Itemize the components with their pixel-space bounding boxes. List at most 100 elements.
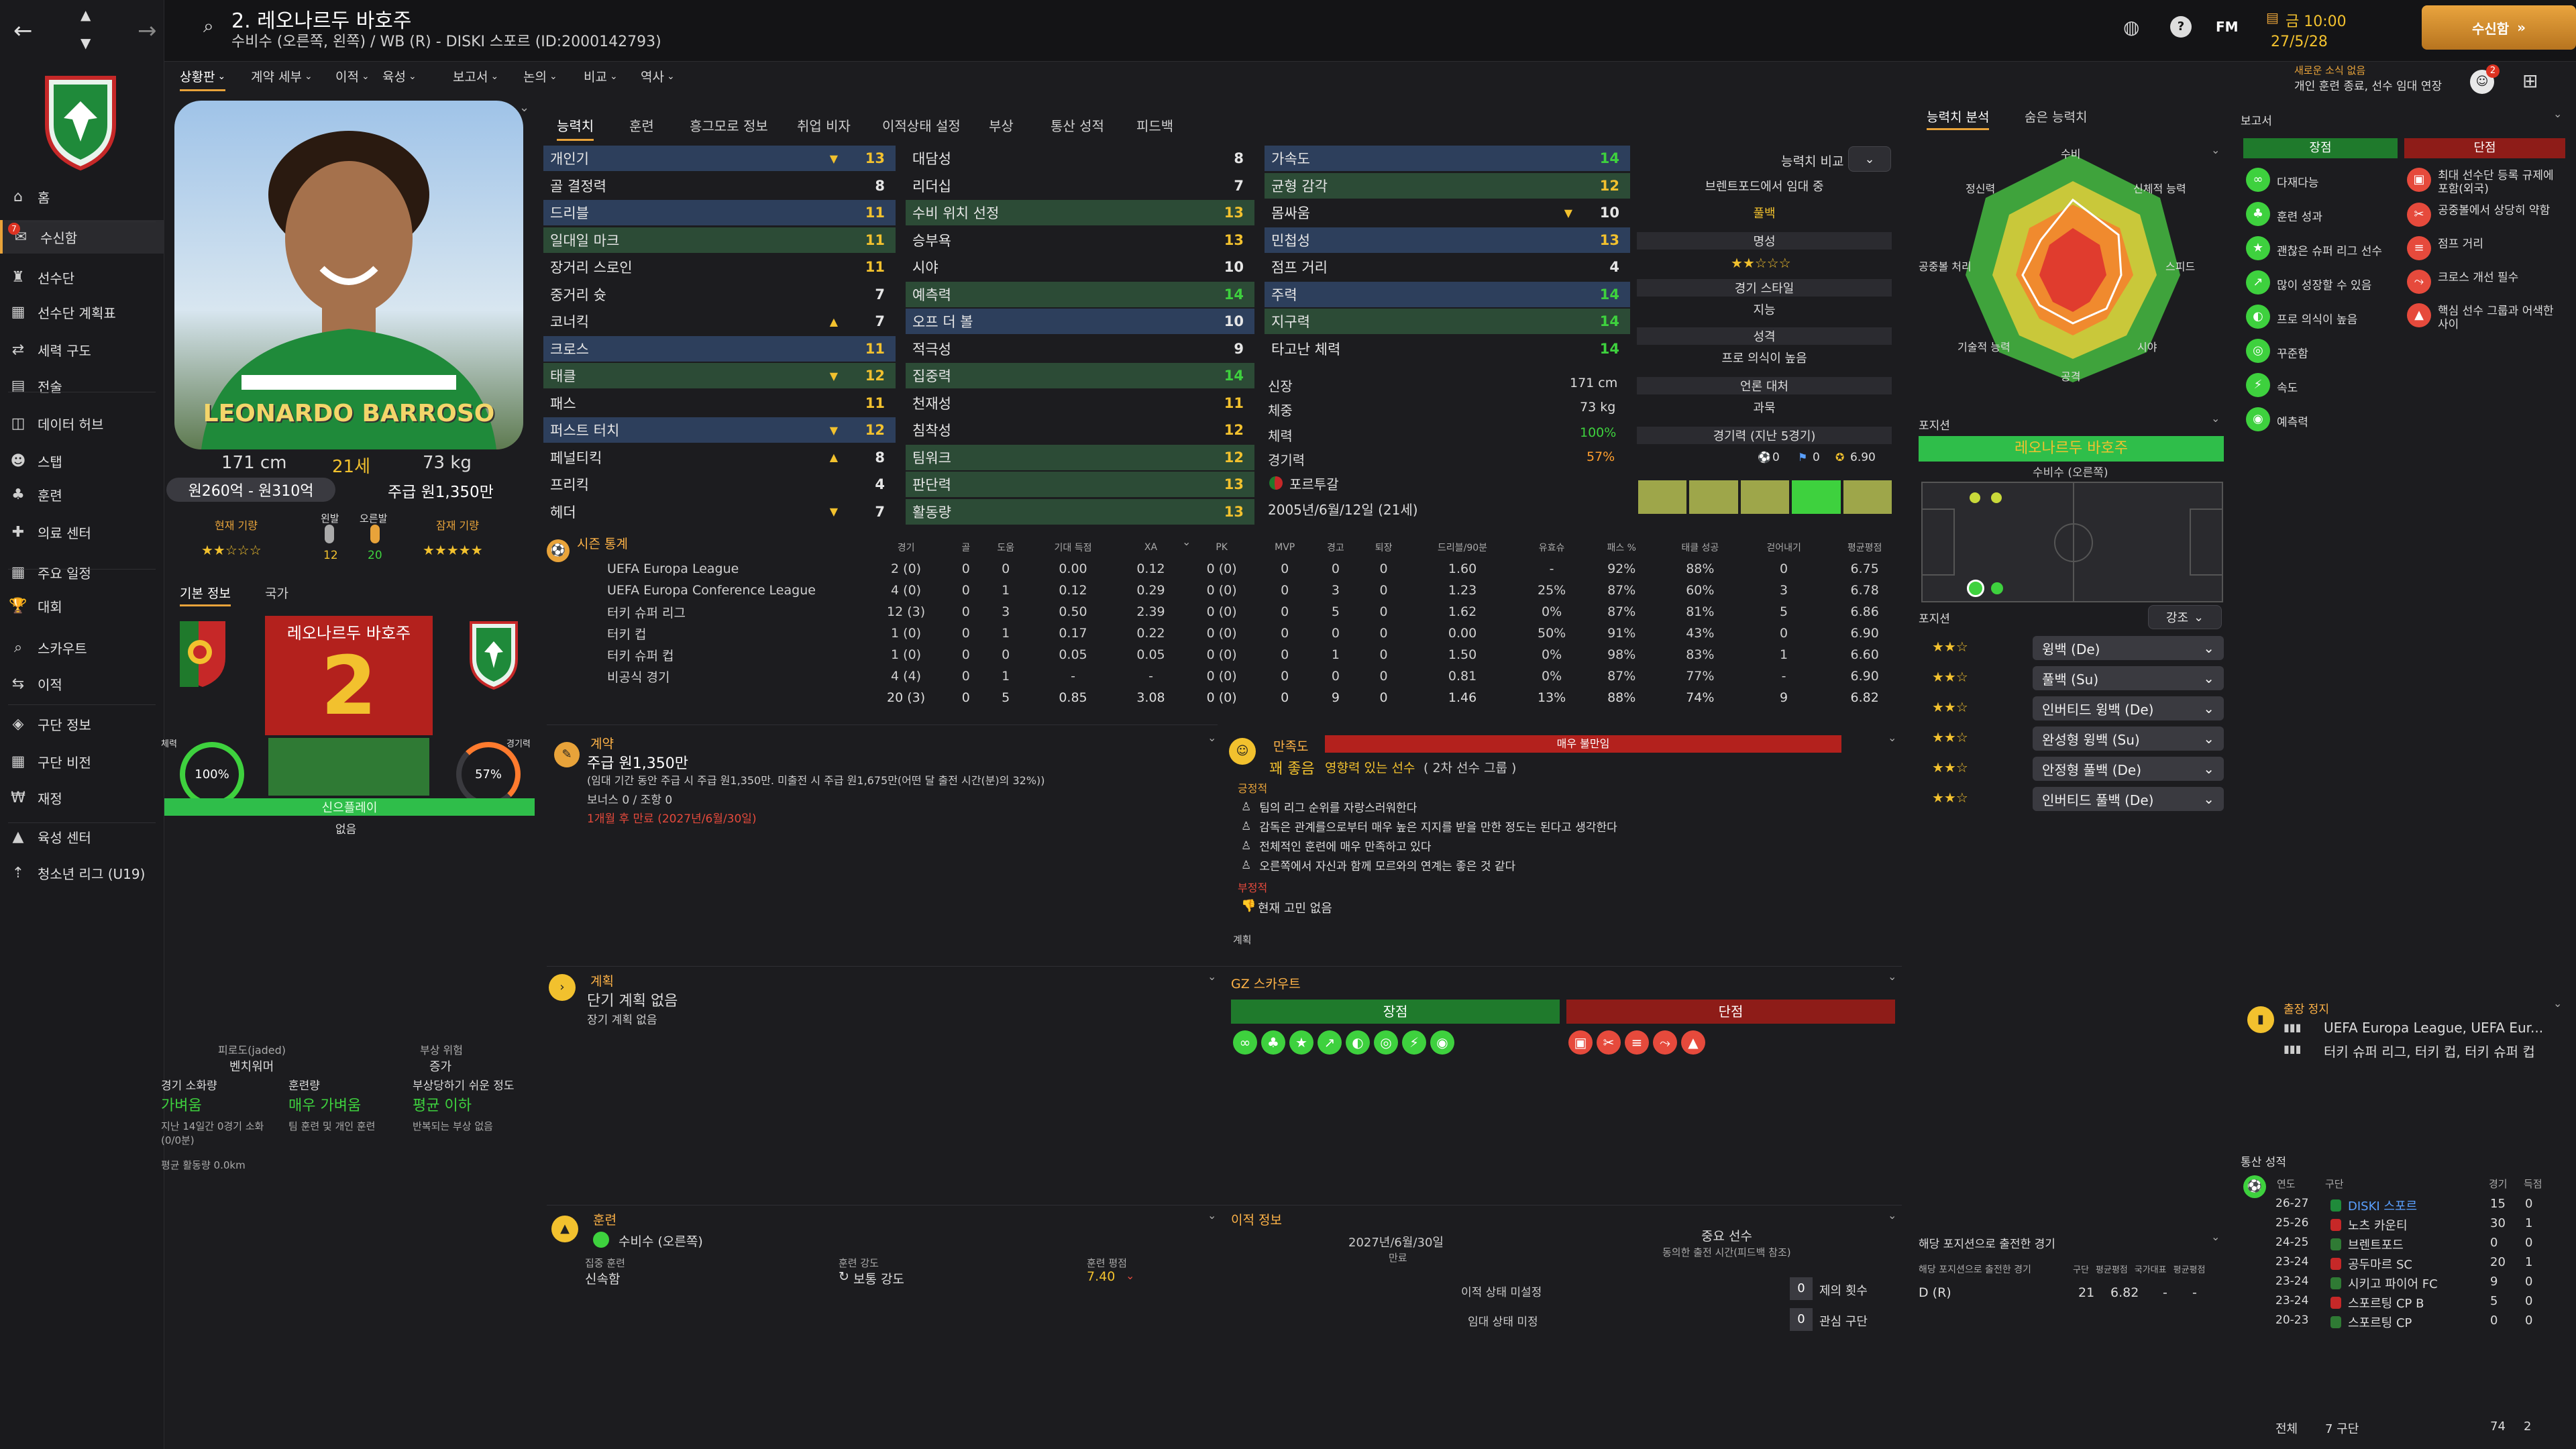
- report-collapse-icon[interactable]: ⌄: [2553, 107, 2563, 120]
- forward-icon[interactable]: →: [138, 17, 157, 44]
- form-bar[interactable]: [1689, 480, 1738, 514]
- stats-col-header[interactable]: 유효슈: [1538, 543, 1565, 553]
- form-bar[interactable]: [1843, 480, 1892, 514]
- search-icon[interactable]: ⌕: [203, 15, 214, 37]
- attribute-row[interactable]: 드리블 11: [543, 200, 896, 225]
- sidebar-item-15[interactable]: ▦ 구단 비전: [0, 745, 164, 778]
- attribute-row[interactable]: 민첩성 13: [1265, 227, 1630, 253]
- continue-button[interactable]: 수신함 »: [2422, 5, 2576, 50]
- role-dropdown[interactable]: 안정형 풀백 (De) ⌄: [2033, 757, 2224, 781]
- jumping-icon[interactable]: ≡: [1625, 1030, 1649, 1055]
- attribute-row[interactable]: 헤더 ▼ 7: [543, 499, 896, 525]
- sidebar-item-3[interactable]: ▦ 선수단 계획표: [0, 295, 164, 329]
- scout-collapse-icon[interactable]: ⌄: [1888, 970, 1897, 983]
- speed-icon[interactable]: ⚡: [1402, 1030, 1426, 1055]
- tab-0[interactable]: 상황판 ⌄: [180, 67, 226, 91]
- tab-attr-analysis[interactable]: 능력치 분석: [1927, 107, 1990, 130]
- subtab-2[interactable]: 흥그모로 정보: [690, 118, 768, 134]
- transfer-header[interactable]: 이적 정보: [1231, 1213, 1282, 1228]
- registration-icon[interactable]: ▣: [1568, 1030, 1593, 1055]
- happiness-collapse-icon[interactable]: ⌄: [1888, 731, 1897, 744]
- role-dropdown[interactable]: 윙백 (De) ⌄: [2033, 636, 2224, 660]
- stats-col-header[interactable]: XA: [1144, 542, 1158, 553]
- attribute-row[interactable]: 집중력 14: [906, 363, 1254, 388]
- nav-down-icon[interactable]: ▼: [80, 35, 91, 51]
- stats-col-header[interactable]: MVP: [1275, 542, 1295, 553]
- attribute-row[interactable]: 코너킥 ▲ 7: [543, 309, 896, 334]
- attribute-row[interactable]: 대담성 8: [906, 146, 1254, 171]
- sidebar-item-0[interactable]: ⌂ 홈: [0, 180, 164, 213]
- pro-icon[interactable]: ◐: [1346, 1030, 1370, 1055]
- tab-basic-info[interactable]: 기본 정보: [180, 584, 231, 606]
- sidebar-item-18[interactable]: ⇡ 청소년 리그 (U19): [0, 856, 164, 890]
- stats-col-header[interactable]: 골: [961, 543, 971, 553]
- sidebar-item-2[interactable]: ♜ 선수단: [0, 260, 164, 294]
- sidebar-item-9[interactable]: ✚ 의료 센터: [0, 515, 164, 549]
- attribute-row[interactable]: 페널티킥 ▲ 8: [543, 445, 896, 470]
- attribute-row[interactable]: 시야 10: [906, 254, 1254, 280]
- sidebar-item-17[interactable]: ▲ 육성 센터: [0, 820, 164, 853]
- attribute-row[interactable]: 개인기 ▼ 13: [543, 146, 896, 171]
- subtab-5[interactable]: 부상: [989, 118, 1014, 134]
- attribute-row[interactable]: 장거리 스로인 11: [543, 254, 896, 280]
- highlight-dropdown[interactable]: 강조 ⌄: [2148, 605, 2222, 629]
- stats-row[interactable]: UEFA Europa Conference League 4 (0) 0 1 0.12…: [574, 580, 1905, 601]
- sidebar-item-11[interactable]: 🏆 대회: [0, 589, 164, 623]
- tab-1[interactable]: 계약 세부 ⌄: [251, 67, 313, 85]
- stats-col-header[interactable]: 도움: [997, 543, 1015, 553]
- sidebar-item-12[interactable]: ⌕ 스카우트: [0, 631, 164, 664]
- career-row[interactable]: 26-27 DISKI 스포르 15 0: [2274, 1197, 2563, 1216]
- sidebar-item-10[interactable]: ▦ 주요 일정: [0, 555, 164, 589]
- role-dropdown[interactable]: 완성형 윙백 (Su) ⌄: [2033, 727, 2224, 751]
- attribute-row[interactable]: 골 결정력 8: [543, 173, 896, 199]
- tab-3[interactable]: 육성 ⌄: [382, 67, 417, 85]
- scout-header[interactable]: GZ 스카우트: [1231, 977, 1301, 991]
- help-icon[interactable]: ?: [2170, 16, 2192, 38]
- role-dropdown[interactable]: 인버티드 윙백 (De) ⌄: [2033, 696, 2224, 720]
- back-icon[interactable]: ←: [13, 17, 33, 44]
- career-row[interactable]: 20-23 스포르팅 CP 0 0: [2274, 1313, 2563, 1332]
- attribute-row[interactable]: 침착성 12: [906, 417, 1254, 443]
- subtab-7[interactable]: 피드백: [1136, 118, 1174, 134]
- tab-7[interactable]: 역사 ⌄: [641, 67, 675, 85]
- plans-header[interactable]: 계획: [590, 974, 614, 989]
- consistency-icon[interactable]: ◎: [1374, 1030, 1398, 1055]
- attribute-row[interactable]: 팀워크 12: [906, 444, 1254, 470]
- roles-header[interactable]: 포지션: [1919, 612, 1950, 626]
- stats-col-header[interactable]: 기대 득점: [1054, 543, 1092, 553]
- stats-col-header[interactable]: 패스 %: [1607, 543, 1636, 553]
- stats-header[interactable]: 시즌 통계: [577, 537, 628, 551]
- training-collapse-icon[interactable]: ⌄: [1208, 1209, 1217, 1222]
- subtab-0[interactable]: 능력치: [557, 115, 594, 141]
- layout-icon[interactable]: ⊞: [2522, 70, 2538, 92]
- aerial-icon[interactable]: ✂: [1597, 1030, 1621, 1055]
- career-row[interactable]: 23-24 공두마르 SC 20 1: [2274, 1255, 2563, 1274]
- attribute-row[interactable]: 지구력 14: [1265, 309, 1630, 334]
- star-icon[interactable]: ★: [1289, 1030, 1313, 1055]
- sidebar-item-4[interactable]: ⇄ 세력 구도: [0, 333, 164, 366]
- attribute-row[interactable]: 균형 감각 12: [1265, 172, 1630, 199]
- attribute-row[interactable]: 활동량 13: [906, 498, 1254, 525]
- stats-col-header[interactable]: 경고: [1327, 543, 1344, 553]
- notice-text[interactable]: 개인 훈련 종료, 선수 임대 연장: [2294, 80, 2443, 93]
- subtab-3[interactable]: 취업 비자: [797, 118, 851, 134]
- anticipation-icon[interactable]: ◉: [1430, 1030, 1454, 1055]
- photo-collapse-icon[interactable]: ⌄: [519, 101, 530, 115]
- stats-col-header[interactable]: 드리블/90분: [1437, 543, 1488, 553]
- attribute-row[interactable]: 수비 위치 선정 13: [906, 200, 1254, 225]
- stats-row[interactable]: 터키 컵 1 (0) 0 1 0.17 0.22 0 (0) 0 0 0 0.00 50% 91% 43%…: [574, 623, 1905, 644]
- tab-6[interactable]: 비교 ⌄: [584, 67, 618, 85]
- tab-4[interactable]: 보고서 ⌄: [453, 67, 498, 85]
- club-logo[interactable]: [40, 71, 121, 172]
- attribute-row[interactable]: 주력 14: [1265, 281, 1630, 307]
- attribute-row[interactable]: 리더십 7: [906, 173, 1254, 199]
- happiness-header[interactable]: 만족도: [1273, 739, 1309, 754]
- attribute-row[interactable]: 프리킥 4: [543, 472, 896, 497]
- attribute-row[interactable]: 가속도 14: [1265, 146, 1630, 171]
- tab-2[interactable]: 이적 ⌄: [335, 67, 370, 85]
- sidebar-item-7[interactable]: ☻ 스탭: [0, 444, 164, 478]
- stats-col-header[interactable]: 평균평점: [1847, 543, 1882, 553]
- career-row[interactable]: 24-25 브렌트포드 0 0: [2274, 1236, 2563, 1254]
- career-row[interactable]: 23-24 스포르팅 CP B 5 0: [2274, 1294, 2563, 1313]
- training-perf-icon[interactable]: ♣: [1261, 1030, 1285, 1055]
